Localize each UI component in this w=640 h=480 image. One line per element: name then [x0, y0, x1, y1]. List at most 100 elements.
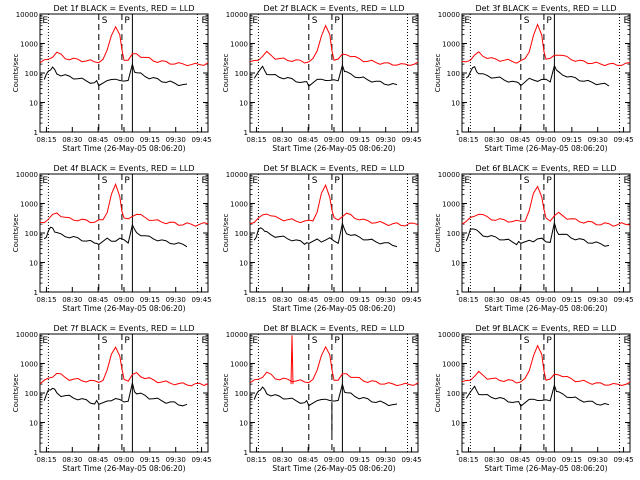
marker-letter: S: [524, 336, 530, 346]
x-tick-label: 08:30: [484, 456, 504, 464]
x-tick-label: 09:00: [324, 136, 344, 144]
x-tick-label: 08:45: [298, 136, 318, 144]
marker-letter: P: [546, 336, 552, 346]
marker-letter: S: [312, 336, 318, 346]
x-tick-label: 09:00: [324, 296, 344, 304]
x-tick-label: 09:30: [376, 296, 396, 304]
series-events: [43, 382, 188, 407]
y-tick-label: 100: [25, 390, 38, 398]
panel-det-7: Det 7f BLACK = Events, RED = LLD 1 10 100 10…: [12, 324, 212, 473]
series-lld: [249, 335, 419, 387]
x-axis-label: Start Time (26-May-05 08:06:20): [484, 144, 607, 153]
x-tick-label: 09:15: [562, 456, 582, 464]
panel-title: Det 6f BLACK = Events, RED = LLD: [475, 164, 616, 173]
marker-letter: E: [42, 176, 48, 186]
x-axis-label: Start Time (26-May-05 08:06:20): [484, 464, 607, 473]
y-tick-label: 10000: [16, 11, 38, 19]
x-tick-label: 09:30: [376, 136, 396, 144]
marker-letter: E: [252, 176, 258, 186]
y-tick-label: 10000: [438, 331, 460, 339]
x-tick-label: 09:00: [114, 296, 134, 304]
x-tick-label: 08:15: [36, 456, 56, 464]
y-tick-label: 10000: [16, 171, 38, 179]
x-axis-label: Start Time (26-May-05 08:06:20): [62, 144, 185, 153]
x-tick-label: 09:15: [140, 136, 160, 144]
x-tick-label: 08:45: [510, 136, 530, 144]
plot-frame: [249, 13, 419, 133]
x-tick-label: 09:15: [350, 136, 370, 144]
x-tick-label: 09:00: [324, 456, 344, 464]
x-tick-label: 09:45: [191, 136, 211, 144]
y-tick-label: 100: [235, 70, 248, 78]
y-tick-label: 1: [34, 449, 38, 457]
y-axis-label: Counts/sec: [222, 214, 230, 253]
x-tick-label: 08:15: [36, 296, 56, 304]
x-tick-label: 09:45: [613, 296, 633, 304]
y-tick-label: 1000: [20, 201, 38, 209]
x-tick-label: 09:30: [588, 136, 608, 144]
marker-letter: E: [624, 176, 630, 186]
y-tick-label: 10000: [438, 171, 460, 179]
y-tick-label: 10000: [438, 11, 460, 19]
y-axis-label: Counts/sec: [12, 374, 20, 413]
x-tick-label: 08:45: [298, 456, 318, 464]
plot-frame: [249, 333, 419, 453]
x-axis-label: Start Time (26-May-05 08:06:20): [272, 144, 395, 153]
x-tick-label: 09:15: [350, 296, 370, 304]
x-tick-label: 08:15: [246, 456, 266, 464]
series-lld: [461, 23, 631, 67]
y-tick-label: 10: [239, 100, 248, 108]
x-tick-label: 08:30: [62, 456, 82, 464]
x-axis-label: Start Time (26-May-05 08:06:20): [484, 304, 607, 313]
y-tick-label: 1: [456, 129, 460, 137]
panel-title: Det 9f BLACK = Events, RED = LLD: [475, 324, 616, 333]
y-axis-label: Counts/sec: [434, 374, 442, 413]
y-tick-label: 1000: [230, 41, 248, 49]
y-tick-label: 100: [25, 70, 38, 78]
series-events: [43, 223, 188, 248]
y-tick-label: 10000: [16, 331, 38, 339]
y-tick-label: 10: [451, 100, 460, 108]
x-axis-label: Start Time (26-May-05 08:06:20): [272, 304, 395, 313]
y-axis-label: Counts/sec: [12, 214, 20, 253]
series-lld: [39, 346, 209, 387]
marker-letter: E: [464, 336, 470, 346]
panel-det-1: Det 1f BLACK = Events, RED = LLD 1 10 100 10…: [12, 4, 212, 153]
marker-letter: P: [124, 176, 130, 186]
marker-letter: E: [42, 336, 48, 346]
x-tick-label: 08:45: [88, 136, 108, 144]
y-tick-label: 1: [456, 449, 460, 457]
y-tick-label: 1000: [230, 201, 248, 209]
panel-title: Det 4f BLACK = Events, RED = LLD: [53, 164, 194, 173]
marker-letter: P: [334, 16, 340, 26]
x-tick-label: 09:30: [376, 456, 396, 464]
x-tick-label: 09:15: [562, 296, 582, 304]
y-tick-label: 10: [451, 420, 460, 428]
x-tick-label: 09:15: [562, 136, 582, 144]
series-lld: [249, 24, 419, 67]
panel-title: Det 3f BLACK = Events, RED = LLD: [475, 4, 616, 13]
x-tick-label: 08:15: [458, 456, 478, 464]
x-tick-label: 09:45: [401, 136, 421, 144]
x-tick-label: 09:45: [613, 136, 633, 144]
marker-letter: S: [312, 176, 318, 186]
marker-letter: E: [624, 16, 630, 26]
panel-title: Det 7f BLACK = Events, RED = LLD: [53, 324, 194, 333]
x-tick-label: 08:30: [272, 456, 292, 464]
x-tick-label: 09:45: [191, 456, 211, 464]
y-tick-label: 1: [34, 129, 38, 137]
panel-det-9: Det 9f BLACK = Events, RED = LLD 1 10 100 10…: [434, 324, 634, 473]
x-tick-label: 08:30: [484, 136, 504, 144]
marker-letter: S: [102, 336, 108, 346]
marker-letter: E: [412, 176, 418, 186]
x-tick-label: 09:45: [191, 296, 211, 304]
plot-frame: [39, 333, 209, 453]
panel-det-8: Det 8f BLACK = Events, RED = LLD 1 10 100 10…: [222, 324, 422, 473]
y-tick-label: 1: [456, 289, 460, 297]
x-tick-label: 08:45: [88, 456, 108, 464]
marker-letter: E: [464, 176, 470, 186]
marker-letter: P: [334, 176, 340, 186]
panel-det-5: Det 5f BLACK = Events, RED = LLD 1 10 100 10…: [222, 164, 422, 313]
x-tick-label: 08:15: [36, 136, 56, 144]
marker-letter: E: [412, 16, 418, 26]
